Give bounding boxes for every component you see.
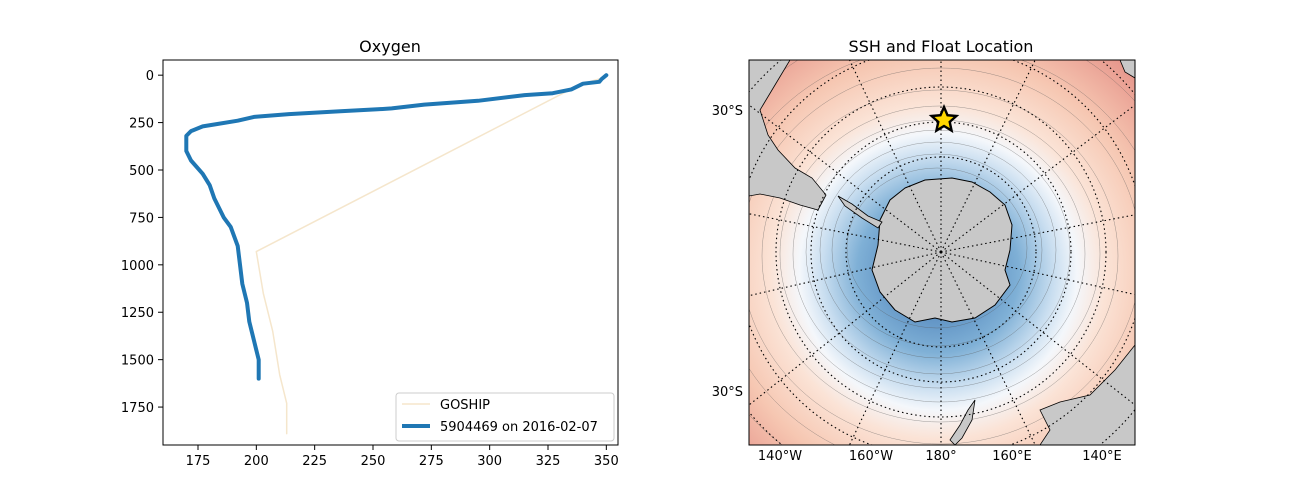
- antarctic-peninsula: [837, 195, 883, 229]
- series-line-goship: [255, 75, 605, 435]
- new-zealand-landmass: [949, 399, 976, 445]
- y-tick-label: 500: [129, 164, 154, 179]
- lon-label-160w: 160°W: [849, 449, 893, 464]
- y-tick-label: 1500: [121, 354, 154, 369]
- australia-landmass: [1039, 344, 1135, 445]
- x-tick-label: 300: [477, 454, 502, 469]
- lon-label-140e: 140°E: [1082, 449, 1122, 464]
- map-frame: [748, 59, 1136, 446]
- legend-label-goship: GOSHIP: [440, 398, 490, 413]
- x-tick-label: 275: [419, 454, 444, 469]
- oxygen-chart-ticks: 175 200 225 250 275 300 325 350 0 250 500 750 1000 12…: [121, 69, 619, 469]
- lon-label-140w: 140°W: [758, 449, 802, 464]
- x-tick-label: 175: [186, 454, 211, 469]
- lon-label-160e: 160°E: [992, 449, 1032, 464]
- lat-label-top: 30°S: [712, 104, 743, 119]
- lon-label-180: 180°: [925, 449, 956, 464]
- oxygen-chart: Oxygen 175 200 225 250 275 300 325 350 0 250 500 75…: [121, 37, 619, 469]
- south-america-landmass: [749, 60, 827, 211]
- legend-label-float: 5904469 on 2016-02-07: [440, 420, 598, 435]
- y-tick-label: 250: [129, 117, 154, 132]
- oxygen-legend: GOSHIP 5904469 on 2016-02-07: [395, 392, 615, 442]
- x-tick-label: 350: [594, 454, 619, 469]
- map-area: [749, 60, 1135, 445]
- legend-box: [395, 392, 615, 442]
- y-tick-label: 1250: [121, 306, 154, 321]
- map-graticule: [749, 60, 1135, 445]
- antarctica-landmass: [871, 177, 1013, 323]
- x-tick-label: 225: [302, 454, 327, 469]
- y-tick-label: 1000: [121, 259, 154, 274]
- oxygen-chart-frame: [162, 59, 619, 446]
- ssh-map: SSH and Float Location: [712, 37, 1136, 464]
- x-tick-label: 200: [244, 454, 269, 469]
- oxygen-chart-lines: [184, 73, 609, 435]
- float-location-star: [928, 103, 960, 134]
- ssh-map-title: SSH and Float Location: [849, 37, 1034, 56]
- africa-landmass: [1119, 60, 1135, 79]
- y-tick-label: 0: [146, 69, 154, 84]
- lat-label-bottom: 30°S: [712, 385, 743, 400]
- x-tick-label: 250: [361, 454, 386, 469]
- x-tick-label: 325: [536, 454, 561, 469]
- y-tick-label: 750: [129, 211, 154, 226]
- y-tick-label: 1750: [121, 401, 154, 416]
- series-line-float: [184, 73, 609, 381]
- oxygen-chart-title: Oxygen: [359, 37, 421, 56]
